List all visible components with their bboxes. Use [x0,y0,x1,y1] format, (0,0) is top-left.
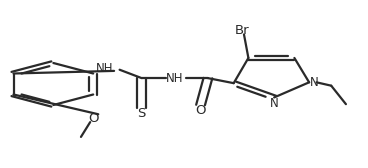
Text: N: N [270,97,279,110]
Text: Br: Br [235,24,250,37]
Text: O: O [195,103,206,117]
Text: NH: NH [166,72,184,85]
Text: N: N [310,76,319,89]
Text: O: O [89,112,99,125]
Text: S: S [138,107,146,120]
Text: NH: NH [96,62,114,75]
